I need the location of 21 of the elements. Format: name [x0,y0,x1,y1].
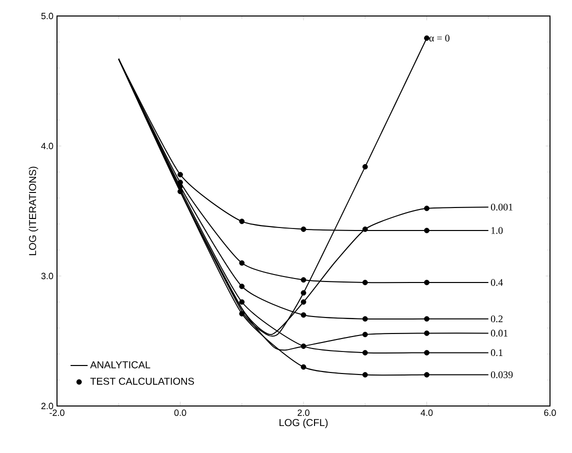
annotation: ANALYTICAL [90,361,150,368]
y-tick-label: 4.0 [41,142,54,150]
series-label: 0.2 [490,316,503,322]
series-label: α = 0 [429,34,450,42]
x-tick-label: 0.0 [174,410,186,416]
y-tick-label: 2.0 [41,402,54,410]
y-axis-title: LOG (ITERATIONS) [28,166,38,256]
series-label: 0.4 [490,279,503,286]
y-tick-label: 5.0 [41,12,54,20]
legend-label: TEST CALCULATIONS [90,378,194,385]
series-label: 0.039 [490,371,513,378]
x-tick-label: 6.0 [544,410,556,416]
series-label: 1.0 [491,227,503,234]
series-label: 0.1 [490,349,502,356]
x-axis-title: LOG (CFL) [280,418,328,428]
series-label: 0.001 [490,204,512,210]
x-tick-label: 2.0 [298,410,310,416]
x-tick-label: -2.0 [50,410,64,416]
series-label: 0.01 [490,330,508,337]
y-tick-label: 3.0 [41,272,54,280]
x-tick-label: 4.0 [420,410,433,416]
